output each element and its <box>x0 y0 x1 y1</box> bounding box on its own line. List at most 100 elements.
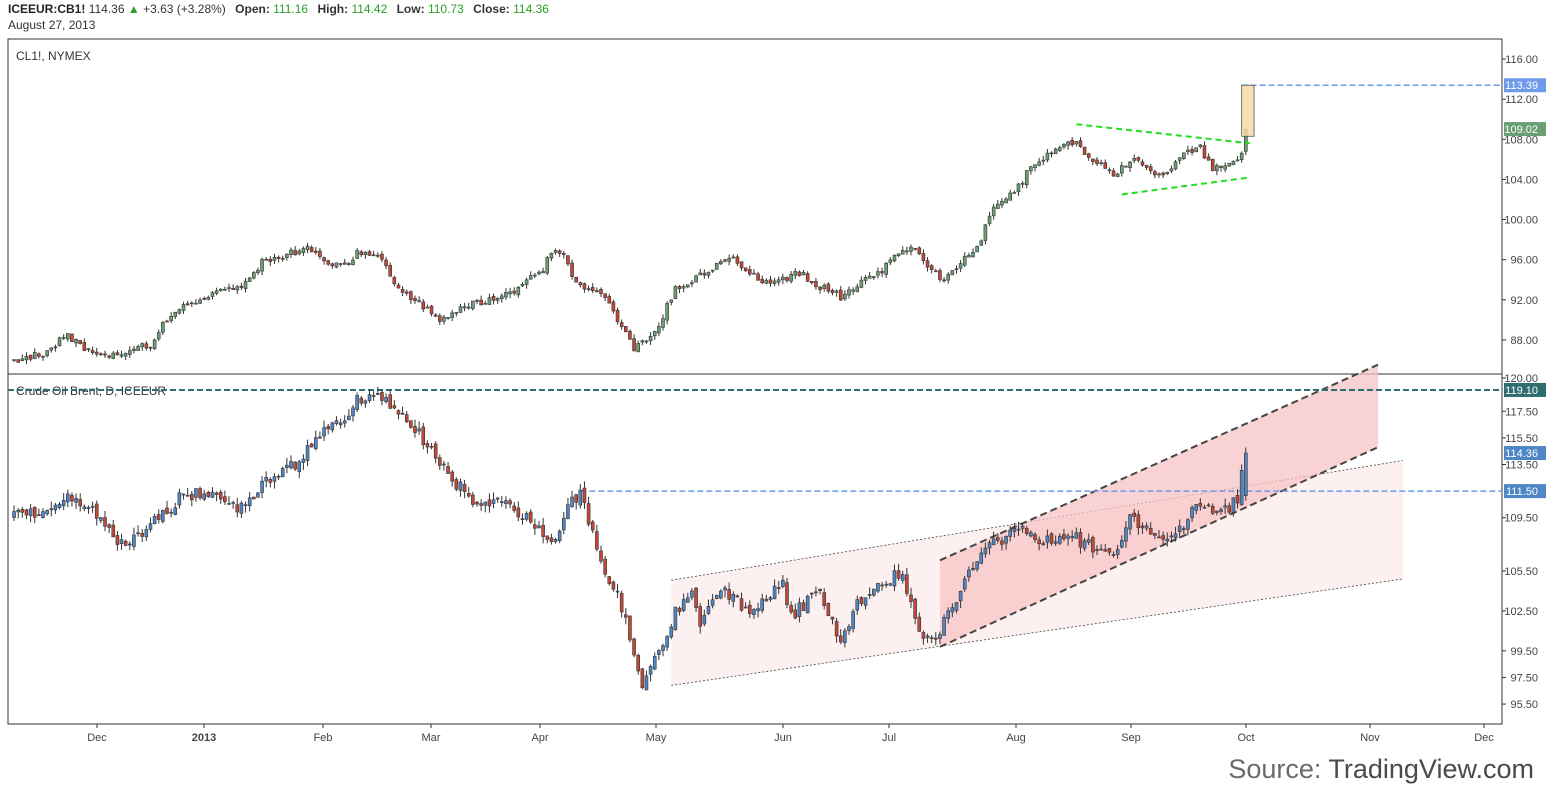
cl-candle-body <box>1157 173 1161 176</box>
cl-candle-body <box>739 261 744 269</box>
cl-candle-body <box>624 326 628 333</box>
brent-candle-body <box>136 532 140 535</box>
cl-candle-body <box>1235 159 1240 162</box>
brent-candle-body <box>260 480 264 493</box>
cl-candle-body <box>1074 141 1079 145</box>
brent-candle-body <box>1153 532 1157 536</box>
brent-candle-body <box>1078 532 1083 548</box>
cl-candle-body <box>161 322 165 333</box>
cl-candle-body <box>190 302 194 305</box>
cl-candle-body <box>376 254 380 257</box>
triangle-trendline[interactable] <box>1076 123 1251 145</box>
cl-candle-body <box>466 306 471 309</box>
brent-candle-body <box>566 504 570 519</box>
cl-candle-body <box>888 259 893 263</box>
brent-candle-body <box>1008 529 1012 537</box>
brent-candle-body <box>884 583 888 586</box>
brent-candle-body <box>111 524 116 538</box>
y-tick-label: 117.50 <box>1505 406 1538 418</box>
brent-candle-body <box>768 597 773 600</box>
brent-candle-body <box>710 599 715 606</box>
cl-candle-body <box>128 350 132 355</box>
brent-candle-body <box>45 510 49 515</box>
brent-candle-body <box>1198 503 1203 507</box>
brent-candle-body <box>830 616 835 620</box>
brent-candle-body <box>1062 534 1066 540</box>
cl-candle-body <box>967 255 971 258</box>
brent-candle-body <box>628 615 632 641</box>
brent-candle-body <box>1215 510 1219 513</box>
brent-candle-body <box>198 488 202 499</box>
cl-candle-body <box>446 317 450 319</box>
brent-candle-body <box>822 592 826 606</box>
cl-candle-body <box>326 260 330 265</box>
cl-candle-body <box>1223 165 1227 170</box>
brent-candle-body <box>698 606 702 627</box>
brent-candle-body <box>624 614 628 618</box>
tradingview-logo[interactable]: TradingView.com <box>1328 754 1534 784</box>
brent-candle-body <box>954 602 959 611</box>
brent-candle-body <box>107 524 111 528</box>
brent-candle-body <box>760 598 764 611</box>
cl-candle-body <box>297 250 302 255</box>
brent-candle-body <box>421 426 426 446</box>
cl-candle-body <box>979 240 984 246</box>
brent-candle-body <box>1012 527 1017 532</box>
cl-candle-body <box>247 277 252 282</box>
cl-candle-body <box>872 276 876 279</box>
wide-channel-lower[interactable] <box>671 578 1403 686</box>
cl-candle-body <box>727 258 731 262</box>
cl-candle-body <box>851 289 855 292</box>
bottom-candles <box>12 386 1248 691</box>
brent-candle-body <box>82 506 87 509</box>
brent-candle-body <box>1099 548 1103 551</box>
brent-candle-body <box>1202 506 1207 509</box>
brent-candle-body <box>946 610 950 619</box>
cl-candle-body <box>272 257 277 261</box>
price-label-tag <box>1504 484 1546 499</box>
cl-candle-body <box>260 259 264 272</box>
brent-candle-body <box>595 531 599 550</box>
brent-candle-body <box>264 477 268 482</box>
cl-candle-body <box>619 322 624 328</box>
top-candles <box>12 127 1248 365</box>
cl-candle-body <box>264 259 268 261</box>
brent-candle-body <box>524 513 529 520</box>
brent-candle-body <box>301 458 306 463</box>
cl-candle-body <box>1086 153 1091 158</box>
cl-candle-body <box>677 286 682 290</box>
triangle-trendline[interactable] <box>1121 176 1251 196</box>
cl-candle-body <box>1169 168 1174 172</box>
brent-candle-body <box>185 494 190 497</box>
steep-channel-lower[interactable] <box>939 446 1379 648</box>
cl-candle-body <box>628 330 632 340</box>
cl-candle-body <box>644 340 649 343</box>
cl-candle-body <box>971 252 975 258</box>
brent-candle-body <box>826 603 831 617</box>
cl-candle-body <box>314 250 318 253</box>
cl-candle-body <box>723 259 727 262</box>
projection-box[interactable] <box>1241 84 1255 137</box>
steep-channel-upper[interactable] <box>939 363 1379 562</box>
cl-candle-body <box>495 297 500 301</box>
cl-candle-body <box>152 339 157 349</box>
brent-candle-body <box>1136 514 1141 528</box>
brent-candle-body <box>404 414 409 423</box>
cl-candle-body <box>913 248 917 250</box>
y-tick-label: 116.00 <box>1505 54 1538 66</box>
brent-candle-body <box>1231 497 1236 513</box>
source-prefix: Source: <box>1228 754 1329 784</box>
cl-candle-body <box>140 343 144 348</box>
cl-candle-body <box>1161 172 1165 176</box>
cl-candle-body <box>648 336 653 342</box>
brent-candle-body <box>636 654 640 672</box>
cl-candle-body <box>603 293 607 298</box>
y-tick-label: 99.50 <box>1510 646 1538 658</box>
cl-candle-body <box>78 340 82 344</box>
symbol-name[interactable]: ICEEUR:CB1! <box>8 2 86 16</box>
y-tick-label: 105.50 <box>1504 566 1538 578</box>
brent-candle-body <box>347 415 351 420</box>
brent-candle-body <box>285 464 289 468</box>
brent-candle-body <box>599 550 603 562</box>
